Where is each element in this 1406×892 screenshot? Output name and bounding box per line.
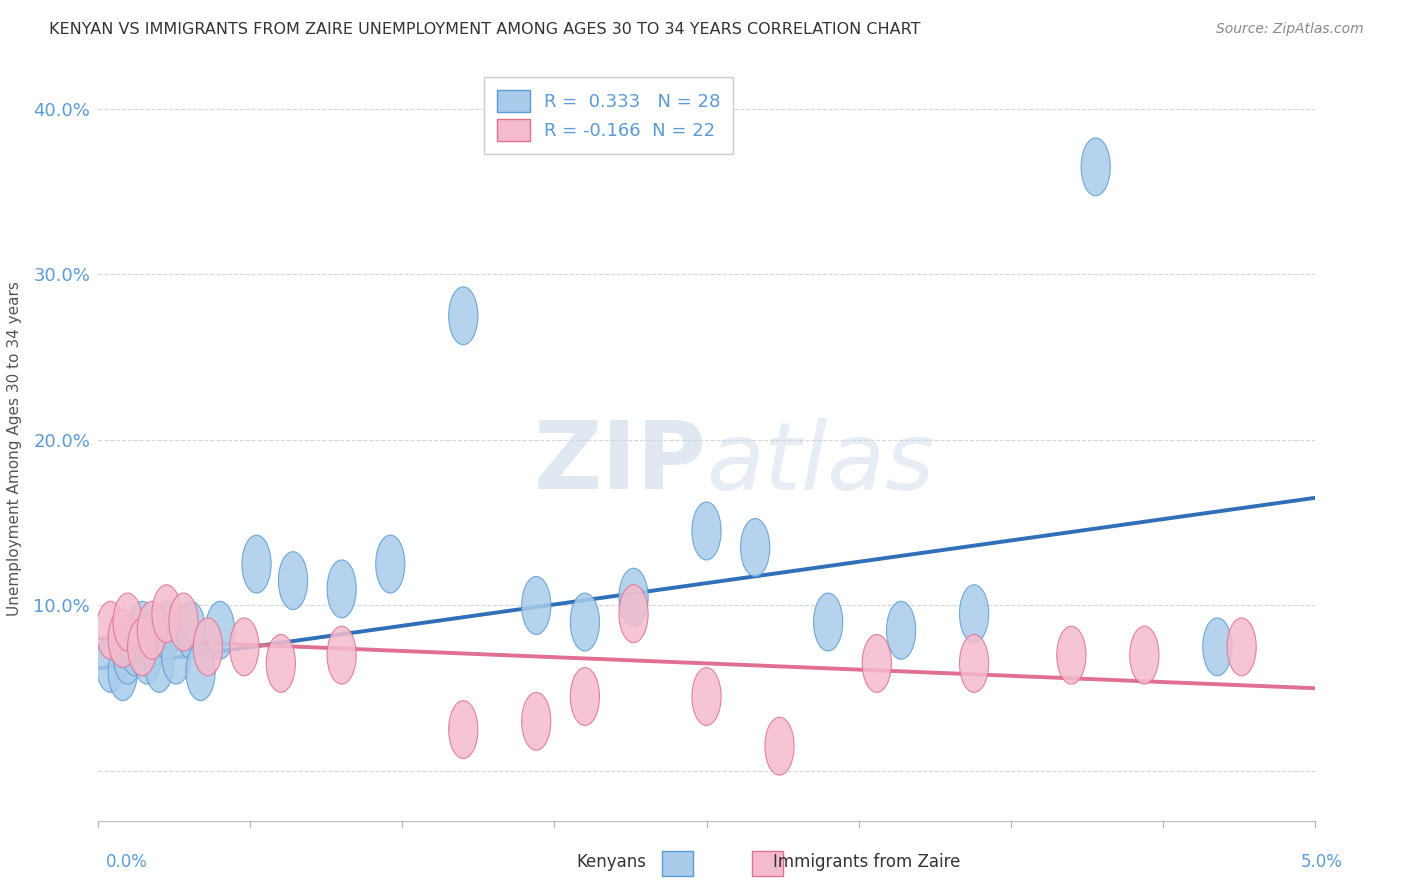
Ellipse shape <box>692 667 721 725</box>
Ellipse shape <box>112 593 142 651</box>
Ellipse shape <box>571 593 599 651</box>
Ellipse shape <box>328 560 356 618</box>
Ellipse shape <box>152 601 181 659</box>
Ellipse shape <box>132 626 162 684</box>
Ellipse shape <box>959 634 988 692</box>
Ellipse shape <box>128 618 157 676</box>
Ellipse shape <box>741 518 769 576</box>
Text: atlas: atlas <box>707 417 935 508</box>
Ellipse shape <box>121 618 149 676</box>
Ellipse shape <box>176 601 205 659</box>
Ellipse shape <box>692 502 721 560</box>
Ellipse shape <box>571 667 599 725</box>
Legend: R =  0.333   N = 28, R = -0.166  N = 22: R = 0.333 N = 28, R = -0.166 N = 22 <box>485 78 733 154</box>
Ellipse shape <box>1202 618 1232 676</box>
Ellipse shape <box>266 634 295 692</box>
Text: 5.0%: 5.0% <box>1301 853 1343 871</box>
Ellipse shape <box>145 634 174 692</box>
Ellipse shape <box>522 692 551 750</box>
Ellipse shape <box>449 700 478 758</box>
Text: ZIP: ZIP <box>534 417 707 509</box>
Text: Immigrants from Zaire: Immigrants from Zaire <box>773 853 960 871</box>
Ellipse shape <box>959 585 988 643</box>
Ellipse shape <box>108 609 138 667</box>
Ellipse shape <box>1227 618 1256 676</box>
Ellipse shape <box>328 626 356 684</box>
Ellipse shape <box>278 551 308 609</box>
Ellipse shape <box>1057 626 1085 684</box>
Ellipse shape <box>138 601 166 659</box>
Ellipse shape <box>1081 138 1111 196</box>
Ellipse shape <box>152 585 181 643</box>
Text: Source: ZipAtlas.com: Source: ZipAtlas.com <box>1216 22 1364 37</box>
Ellipse shape <box>96 601 125 659</box>
Ellipse shape <box>193 618 222 676</box>
Ellipse shape <box>887 601 915 659</box>
Ellipse shape <box>375 535 405 593</box>
Ellipse shape <box>128 601 157 659</box>
Ellipse shape <box>205 601 235 659</box>
Ellipse shape <box>138 609 166 667</box>
Ellipse shape <box>814 593 842 651</box>
Ellipse shape <box>162 626 191 684</box>
Ellipse shape <box>169 593 198 651</box>
Ellipse shape <box>186 643 215 700</box>
Text: Kenyans: Kenyans <box>576 853 647 871</box>
Ellipse shape <box>229 618 259 676</box>
Ellipse shape <box>1130 626 1159 684</box>
Ellipse shape <box>242 535 271 593</box>
Text: KENYAN VS IMMIGRANTS FROM ZAIRE UNEMPLOYMENT AMONG AGES 30 TO 34 YEARS CORRELATI: KENYAN VS IMMIGRANTS FROM ZAIRE UNEMPLOY… <box>49 22 921 37</box>
Ellipse shape <box>522 576 551 634</box>
Ellipse shape <box>765 717 794 775</box>
FancyBboxPatch shape <box>752 851 783 876</box>
Y-axis label: Unemployment Among Ages 30 to 34 years: Unemployment Among Ages 30 to 34 years <box>7 281 22 615</box>
Ellipse shape <box>96 634 125 692</box>
Ellipse shape <box>112 626 142 684</box>
Ellipse shape <box>619 585 648 643</box>
Ellipse shape <box>108 643 138 700</box>
Ellipse shape <box>862 634 891 692</box>
Ellipse shape <box>449 287 478 345</box>
Ellipse shape <box>619 568 648 626</box>
Text: 0.0%: 0.0% <box>105 853 148 871</box>
FancyBboxPatch shape <box>662 851 693 876</box>
